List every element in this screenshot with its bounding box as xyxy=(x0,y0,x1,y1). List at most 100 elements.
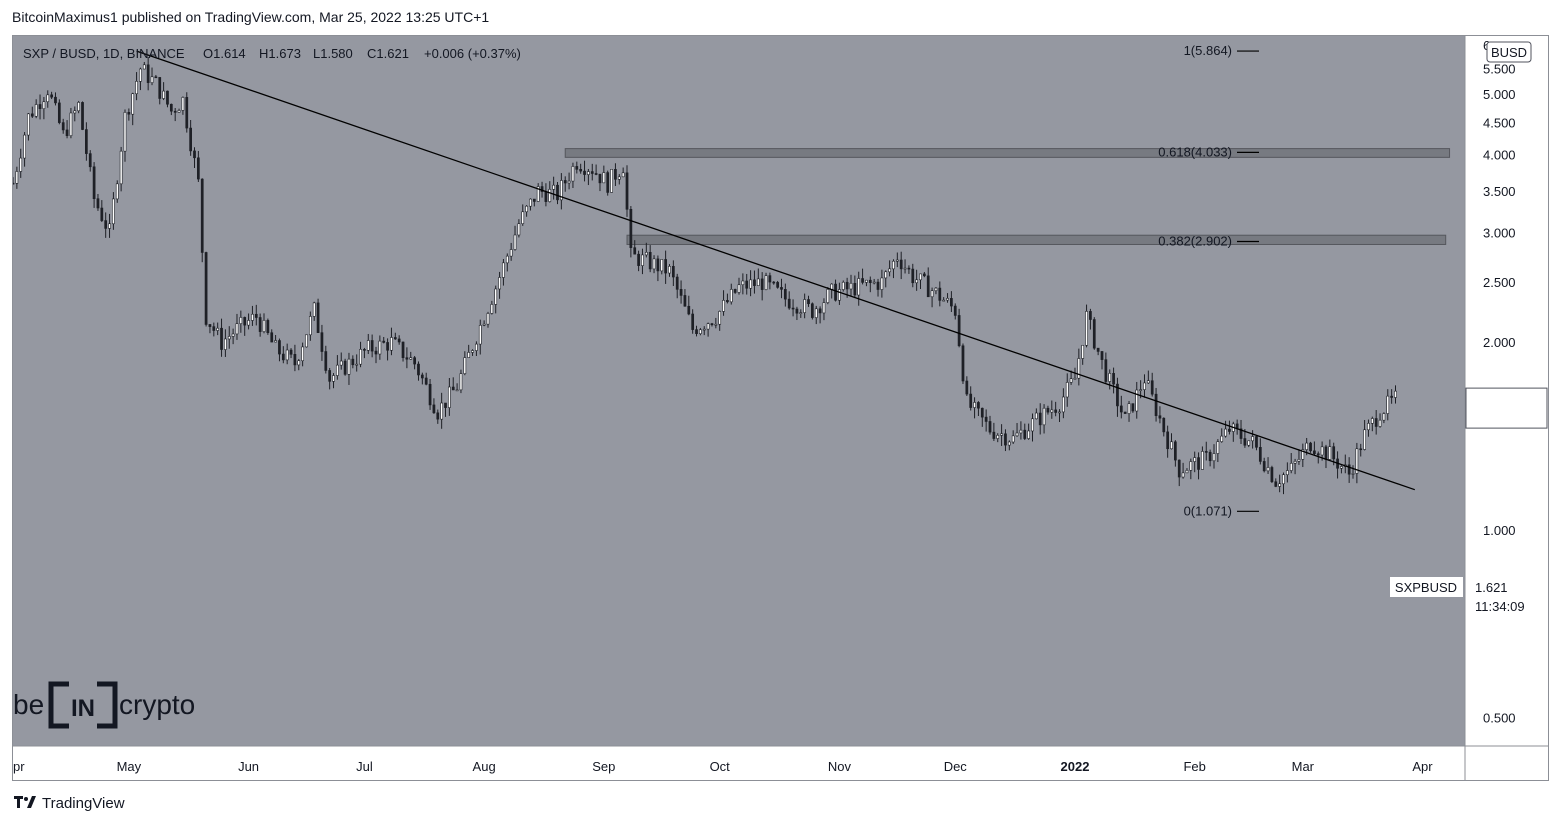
candle-body xyxy=(895,259,899,262)
candle-body xyxy=(293,354,297,366)
candle-body xyxy=(455,389,459,392)
candle xyxy=(671,260,675,287)
candle-body xyxy=(405,357,409,360)
candle xyxy=(486,311,490,328)
candle xyxy=(1193,451,1197,473)
candle-body xyxy=(339,360,343,366)
candle xyxy=(865,279,868,287)
candle-body xyxy=(1092,319,1096,349)
candle-body xyxy=(768,275,772,283)
candle xyxy=(1096,347,1100,356)
time-axis[interactable]: pr May Jun Jul Aug Sep Oct Nov Dec 2022 Feb Mar Apr xyxy=(13,759,1433,774)
candle xyxy=(1085,304,1088,348)
candle-body xyxy=(880,277,884,290)
candle xyxy=(100,200,104,223)
candle-body xyxy=(312,302,316,317)
candle-body xyxy=(772,281,776,284)
candle xyxy=(683,289,687,307)
candle-body xyxy=(834,283,837,301)
candle-body xyxy=(1328,446,1332,460)
candle-body xyxy=(795,308,799,314)
candle-body xyxy=(911,268,915,284)
candle-body xyxy=(563,180,567,184)
candle-body xyxy=(517,223,521,236)
candle-body xyxy=(108,223,111,229)
candle xyxy=(1247,440,1251,448)
candle xyxy=(42,96,46,120)
candle xyxy=(749,270,752,297)
candle-body xyxy=(710,323,714,326)
candle xyxy=(424,372,428,386)
candle xyxy=(594,164,598,176)
candle xyxy=(556,181,559,205)
candle xyxy=(1363,419,1366,451)
y-tick-label: 4.000 xyxy=(1483,148,1516,163)
candle xyxy=(741,273,745,295)
candle xyxy=(1015,422,1019,437)
candle-body xyxy=(1011,435,1015,443)
currency-badge[interactable]: BUSD xyxy=(1491,45,1527,60)
candle-body xyxy=(251,313,254,321)
candle xyxy=(1046,405,1050,415)
candle xyxy=(1270,465,1274,484)
candle xyxy=(440,392,444,429)
chart-area[interactable]: 1(5.864) 0.618(4.033) 0.382(2.902) 0(1.071)… xyxy=(12,35,1549,781)
x-tick-label: Nov xyxy=(828,759,852,774)
candle-body xyxy=(505,255,509,264)
candle-body xyxy=(266,320,270,334)
tradingview-footer[interactable]: TradingView xyxy=(14,795,125,812)
candle xyxy=(123,109,127,162)
candle-body xyxy=(417,363,420,376)
candle-body xyxy=(606,172,610,193)
candle-body xyxy=(811,303,814,318)
x-tick-label: pr xyxy=(13,759,25,774)
candle-body xyxy=(1174,441,1177,461)
candle xyxy=(1154,387,1158,422)
candle xyxy=(1112,367,1115,394)
candle-body xyxy=(1046,407,1050,413)
candle-body xyxy=(942,299,946,302)
candle-body xyxy=(239,317,243,324)
candle-body xyxy=(308,316,312,336)
candle xyxy=(1146,370,1150,384)
candle xyxy=(393,332,397,340)
currency-badge-box[interactable] xyxy=(1486,41,1532,63)
candle-body xyxy=(529,198,532,207)
y-tick-label: 1.000 xyxy=(1483,523,1516,538)
candle xyxy=(336,355,339,380)
candle xyxy=(451,377,455,391)
candle-body xyxy=(1332,446,1336,460)
candle xyxy=(598,173,602,192)
candle xyxy=(370,334,374,358)
candle xyxy=(1100,351,1104,370)
candle xyxy=(849,274,853,297)
descending-trendline[interactable] xyxy=(136,50,1416,491)
candle-body xyxy=(791,307,795,310)
candle-body xyxy=(919,273,922,281)
candle-body xyxy=(471,350,474,353)
candle-body xyxy=(104,220,108,229)
candle xyxy=(1293,458,1297,475)
candle-body xyxy=(193,150,196,159)
candle-body xyxy=(977,402,980,409)
candle-body xyxy=(644,251,648,256)
candle xyxy=(150,67,154,86)
candle-body xyxy=(1054,409,1058,413)
candle xyxy=(745,273,749,295)
candle xyxy=(714,317,718,329)
candle-body xyxy=(753,279,756,286)
candle xyxy=(695,325,698,337)
candle-body xyxy=(1123,411,1127,414)
x-tick-label: May xyxy=(117,759,142,774)
candle xyxy=(378,335,382,360)
candle xyxy=(505,253,509,272)
candle-body xyxy=(973,402,976,408)
candle xyxy=(1309,441,1312,453)
candlestick-chart[interactable]: 1(5.864) 0.618(4.033) 0.382(2.902) 0(1.071)… xyxy=(13,36,1548,780)
x-tick-label: 2022 xyxy=(1061,759,1090,774)
candle xyxy=(417,361,420,381)
candle-body xyxy=(494,288,498,305)
candle-body xyxy=(324,351,328,371)
candle-body xyxy=(610,169,613,193)
candle-body xyxy=(23,134,26,159)
